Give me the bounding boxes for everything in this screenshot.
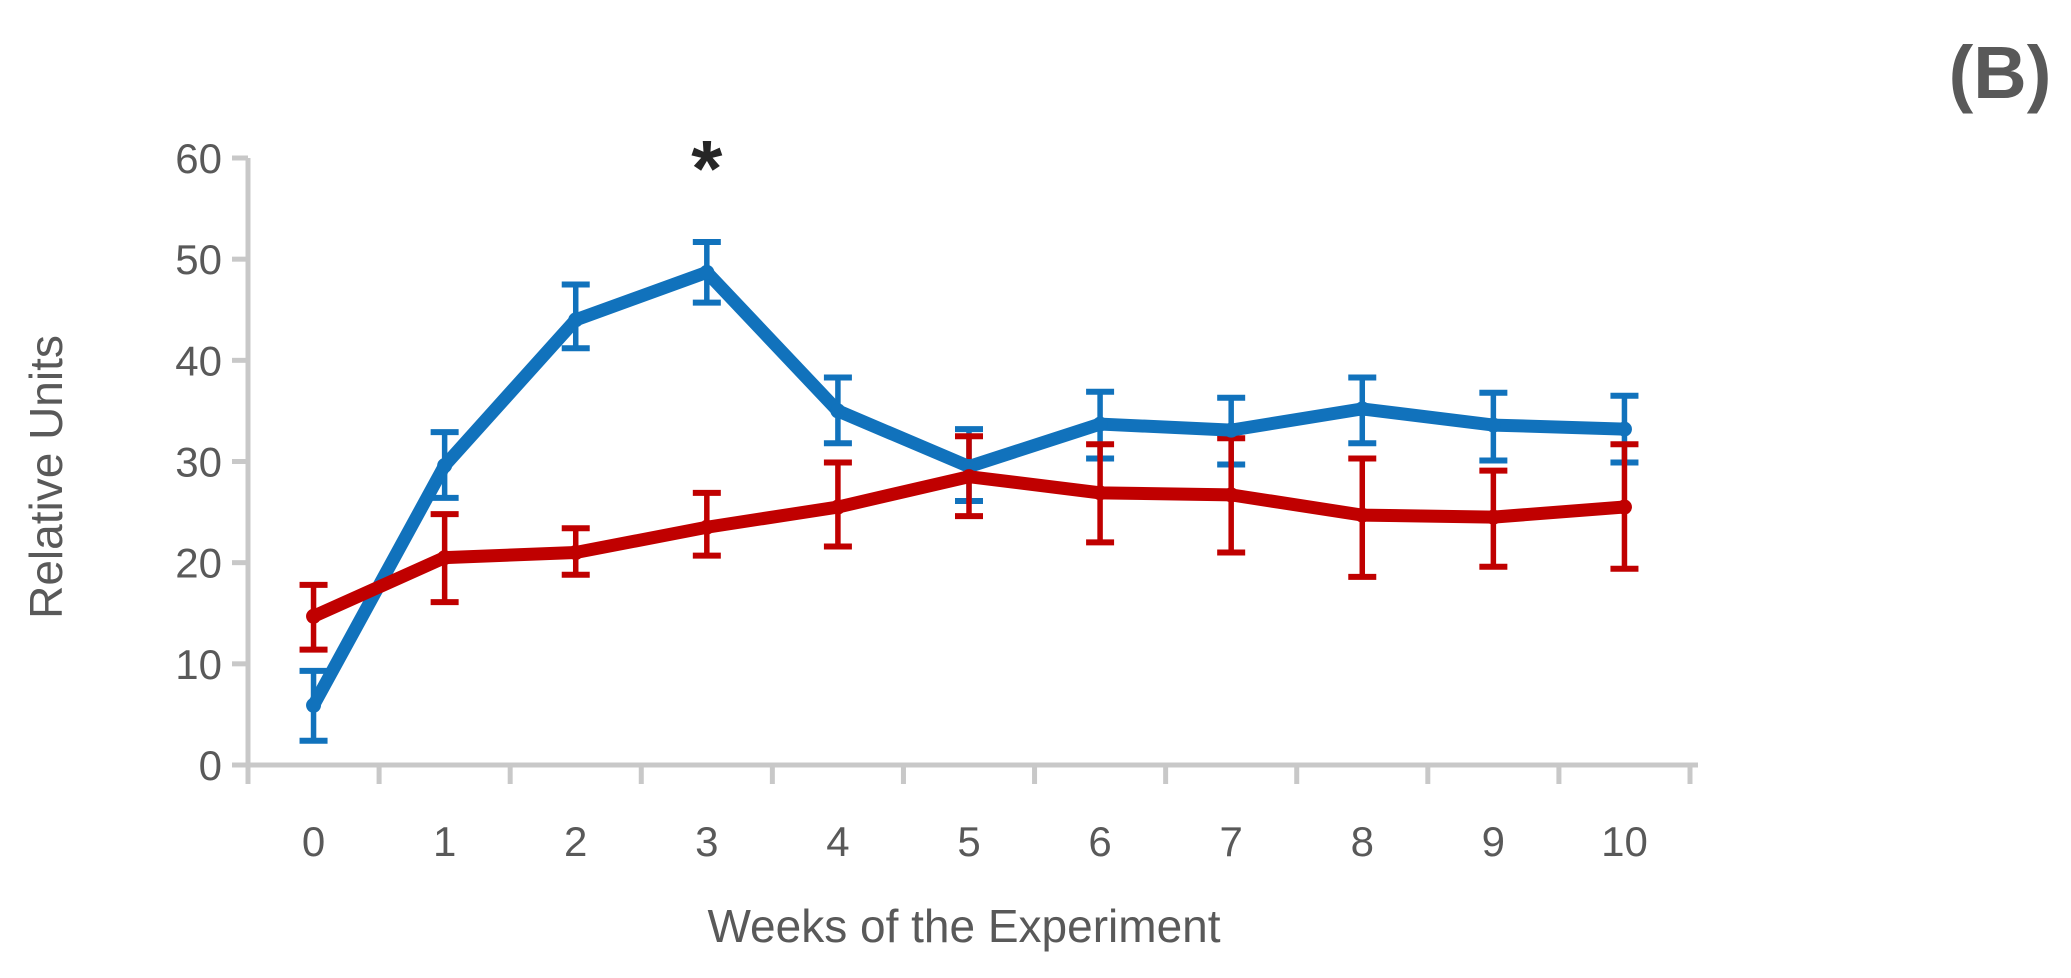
data-point-series-red bbox=[568, 545, 584, 561]
y-tick-label: 20 bbox=[175, 540, 222, 587]
data-point-series-red bbox=[1616, 499, 1632, 515]
x-axis-ticks: 0 1 2 3 4 5 6 7 8 9 10 bbox=[245, 765, 1693, 865]
x-tick-label: 0 bbox=[302, 818, 325, 865]
x-tick-label: 6 bbox=[1088, 818, 1111, 865]
data-point-series-red bbox=[830, 499, 846, 515]
data-point-series-blue bbox=[1354, 401, 1370, 417]
data-point-series-red bbox=[961, 469, 977, 485]
line-series-blue bbox=[306, 264, 1632, 713]
data-point-series-blue bbox=[1616, 421, 1632, 437]
y-tick-label: 0 bbox=[199, 742, 222, 789]
data-point-series-red bbox=[306, 608, 322, 624]
annotations: * bbox=[691, 124, 723, 213]
x-tick-label: 7 bbox=[1220, 818, 1243, 865]
y-tick-label: 30 bbox=[175, 439, 222, 486]
x-tick-label: 3 bbox=[695, 818, 718, 865]
significance-asterisk: * bbox=[691, 124, 723, 213]
data-point-series-blue bbox=[306, 697, 322, 713]
data-point-series-red bbox=[1223, 487, 1239, 503]
plot-area: 0 10 20 30 40 50 60 0 1 2 3 4 5 6 7 8 9 10 * bbox=[175, 124, 1698, 865]
x-tick-label: 10 bbox=[1601, 818, 1648, 865]
x-axis-title: Weeks of the Experiment bbox=[707, 900, 1220, 952]
data-point-series-red bbox=[1354, 507, 1370, 523]
data-point-series-red bbox=[699, 519, 715, 535]
data-point-series-blue bbox=[1485, 417, 1501, 433]
data-point-series-blue bbox=[1223, 422, 1239, 438]
y-tick-label: 10 bbox=[175, 641, 222, 688]
data-point-series-red bbox=[1485, 509, 1501, 525]
x-tick-label: 8 bbox=[1351, 818, 1374, 865]
x-tick-label: 9 bbox=[1482, 818, 1505, 865]
y-axis-title: Relative Units bbox=[20, 335, 72, 619]
x-tick-label: 4 bbox=[826, 818, 849, 865]
y-axis-ticks: 0 10 20 30 40 50 60 bbox=[175, 135, 248, 789]
y-tick-label: 60 bbox=[175, 135, 222, 182]
data-point-series-blue bbox=[568, 312, 584, 328]
x-tick-label: 2 bbox=[564, 818, 587, 865]
y-tick-label: 50 bbox=[175, 236, 222, 283]
y-tick-label: 40 bbox=[175, 337, 222, 384]
data-point-series-blue bbox=[437, 458, 453, 474]
data-point-series-red bbox=[437, 550, 453, 566]
x-tick-label: 1 bbox=[433, 818, 456, 865]
data-point-series-blue bbox=[1092, 416, 1108, 432]
data-point-series-blue bbox=[830, 403, 846, 419]
data-point-series-blue bbox=[699, 264, 715, 280]
data-point-series-red bbox=[1092, 485, 1108, 501]
line-series-red bbox=[306, 469, 1632, 624]
x-tick-label: 5 bbox=[957, 818, 980, 865]
panel-label: (B) bbox=[1949, 31, 2052, 114]
